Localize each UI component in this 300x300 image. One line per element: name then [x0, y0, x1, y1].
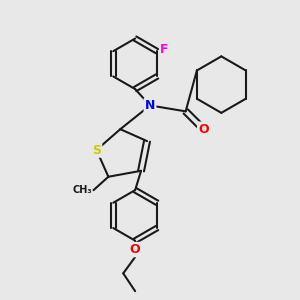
Text: N: N — [145, 99, 155, 112]
Text: O: O — [198, 123, 209, 136]
Text: CH₃: CH₃ — [72, 185, 92, 195]
Text: F: F — [160, 43, 169, 56]
Text: O: O — [130, 243, 140, 256]
Text: S: S — [92, 143, 101, 157]
